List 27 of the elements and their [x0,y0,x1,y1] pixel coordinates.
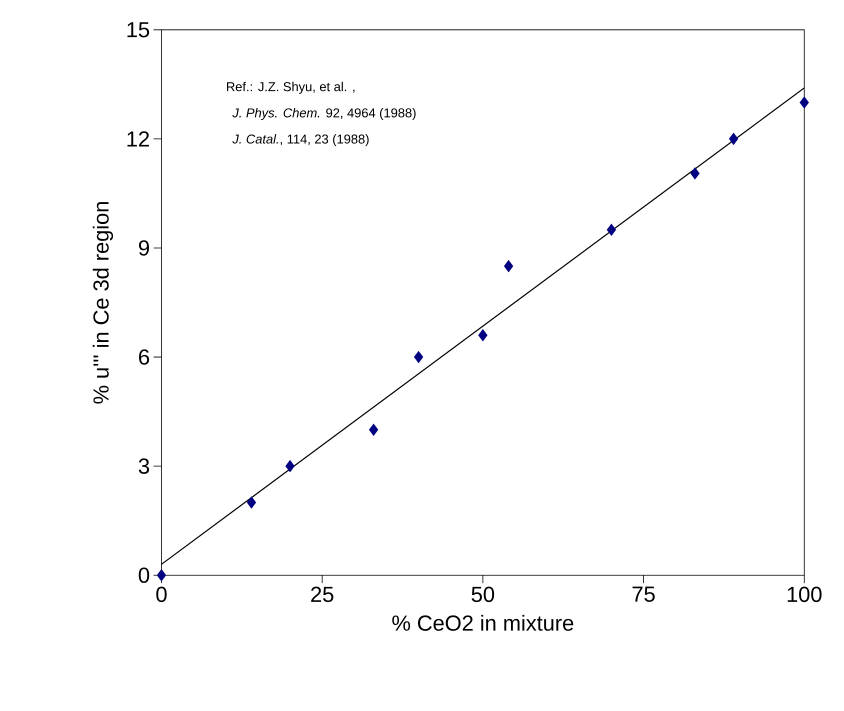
point [800,96,809,109]
point [285,460,295,472]
point [690,167,700,180]
point [606,223,616,236]
point [156,568,166,582]
y-tick-label: 6 [139,349,150,365]
y-tick-label: 3 [138,458,150,474]
point [728,132,738,145]
y-tick-label: 15 [127,22,150,38]
x-tick-label: 50 [472,586,494,602]
point [414,350,424,364]
annotation: J. Phys. Chem. 92, 4964 (1988) [232,108,416,120]
y-tick-label: 0 [138,567,150,583]
point [368,423,378,436]
point [246,496,256,508]
point [504,260,514,272]
x-tick-label: 0 [156,586,167,602]
x-tick-label: 100 [788,586,822,602]
annotation: Ref.: J.Z. Shyu, et al. , [227,82,354,94]
annotation: J. Catal., 114, 23 (1988) [232,134,369,146]
y-tick-label: 9 [138,240,150,256]
x-axis-title: % CeO2 in mixture [392,614,574,631]
x-tick-label: 75 [632,586,655,602]
x-tick-label: 25 [311,586,334,602]
point [478,328,488,342]
y-axis-title: % u''' in Ce 3d region [92,202,114,404]
y-tick-label: 12 [127,131,149,146]
